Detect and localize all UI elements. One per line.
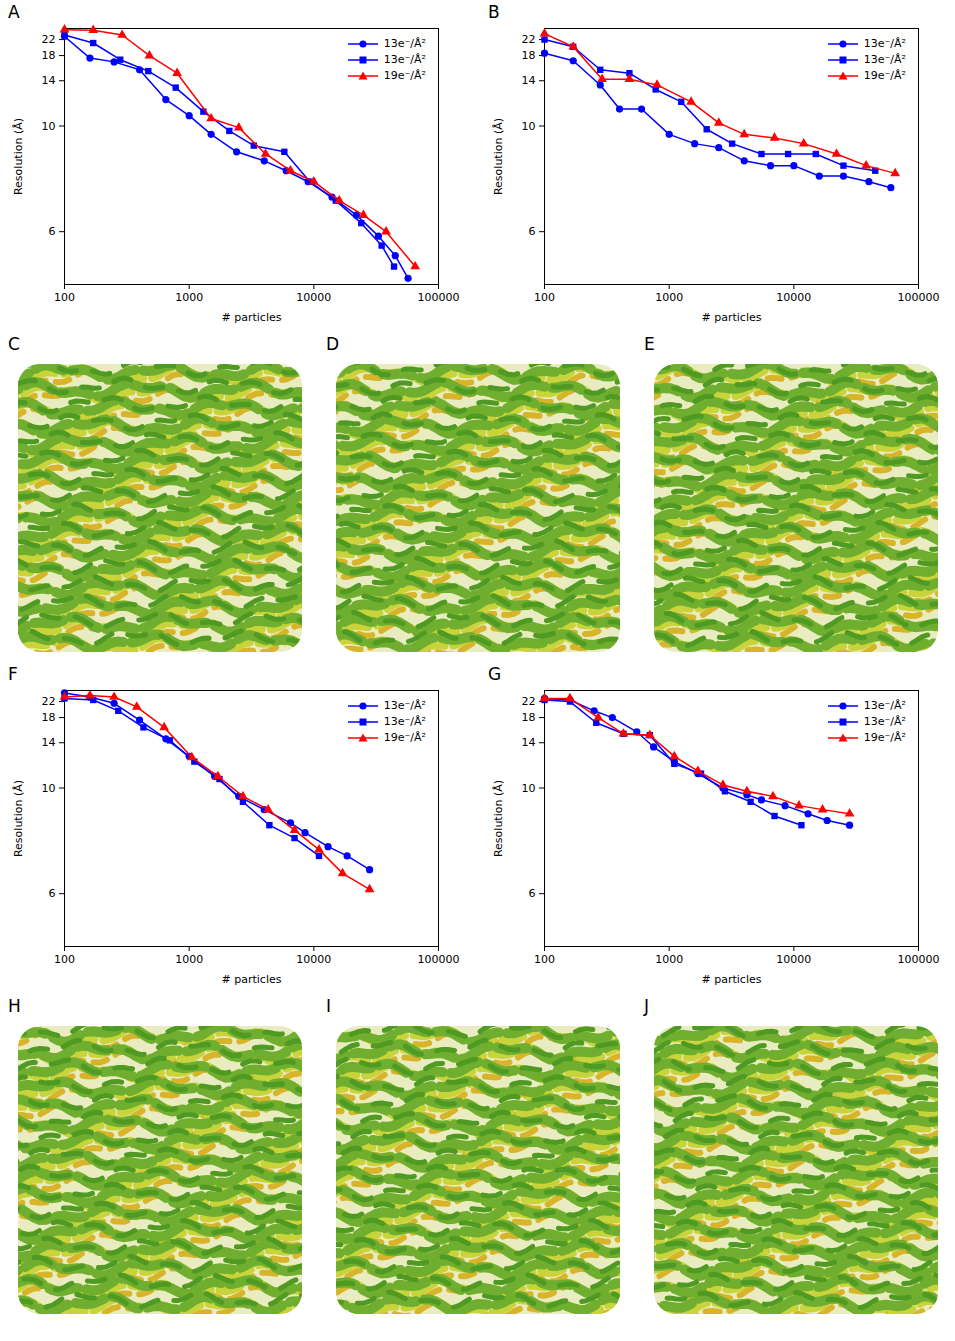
svg-text:100: 100 — [54, 291, 75, 304]
svg-text:14: 14 — [522, 736, 536, 749]
svg-text:22: 22 — [522, 33, 536, 46]
svg-text:1000: 1000 — [175, 953, 203, 966]
svg-text:100000: 100000 — [898, 291, 940, 304]
svg-text:Resolution (Å): Resolution (Å) — [12, 780, 25, 857]
html-text:D: D — [326, 334, 340, 354]
html-text:E: E — [644, 334, 655, 354]
svg-text:10: 10 — [42, 782, 56, 795]
html-text:13e⁻/Å²: 13e⁻/Å² — [863, 37, 906, 50]
svg-text:10000: 10000 — [296, 291, 331, 304]
html-text:A: A — [8, 2, 20, 22]
svg-text:18: 18 — [522, 49, 536, 62]
svg-text:# particles: # particles — [222, 311, 282, 324]
svg-text:18: 18 — [522, 711, 536, 724]
svg-text:100: 100 — [534, 953, 555, 966]
svg-text:10000: 10000 — [776, 291, 811, 304]
svg-text:# particles: # particles — [702, 973, 762, 986]
svg-text:14: 14 — [42, 736, 56, 749]
html-text:J: J — [644, 996, 649, 1016]
html-text:13e⁻/Å²: 13e⁻/Å² — [863, 53, 906, 66]
svg-text:# particles: # particles — [702, 311, 762, 324]
html-text:H: H — [8, 996, 21, 1016]
html-text:19e⁻/Å²: 19e⁻/Å² — [383, 69, 426, 82]
svg-text:10: 10 — [522, 782, 536, 795]
html-text:B: B — [488, 2, 500, 22]
html-text:13e⁻/Å²: 13e⁻/Å² — [863, 699, 906, 712]
svg-text:22: 22 — [522, 695, 536, 708]
html-text:19e⁻/Å²: 19e⁻/Å² — [383, 731, 426, 744]
html-text:13e⁻/Å²: 13e⁻/Å² — [383, 53, 426, 66]
svg-text:1000: 1000 — [175, 291, 203, 304]
svg-text:# particles: # particles — [222, 973, 282, 986]
html-text:13e⁻/Å²: 13e⁻/Å² — [863, 715, 906, 728]
svg-text:6: 6 — [49, 225, 56, 238]
svg-text:100000: 100000 — [418, 953, 460, 966]
svg-text:100000: 100000 — [418, 291, 460, 304]
html-text:13e⁻/Å²: 13e⁻/Å² — [383, 699, 426, 712]
svg-text:6: 6 — [529, 887, 536, 900]
svg-text:Resolution (Å): Resolution (Å) — [12, 118, 25, 195]
html-text:C: C — [8, 334, 20, 354]
html-text:G: G — [488, 664, 502, 684]
svg-text:10000: 10000 — [296, 953, 331, 966]
svg-text:1000: 1000 — [655, 953, 683, 966]
svg-text:Resolution (Å): Resolution (Å) — [492, 780, 505, 857]
svg-text:10: 10 — [522, 120, 536, 133]
html-text:13e⁻/Å²: 13e⁻/Å² — [383, 37, 426, 50]
svg-text:1000: 1000 — [655, 291, 683, 304]
html-text:F: F — [8, 664, 18, 684]
svg-text:10: 10 — [42, 120, 56, 133]
svg-text:6: 6 — [529, 225, 536, 238]
svg-text:18: 18 — [42, 711, 56, 724]
svg-text:6: 6 — [49, 887, 56, 900]
svg-text:10000: 10000 — [776, 953, 811, 966]
html-text:13e⁻/Å²: 13e⁻/Å² — [383, 715, 426, 728]
svg-text:22: 22 — [42, 33, 56, 46]
svg-text:22: 22 — [42, 695, 56, 708]
html-text:I: I — [326, 996, 331, 1016]
svg-text:Resolution (Å): Resolution (Å) — [492, 118, 505, 195]
svg-text:14: 14 — [522, 74, 536, 87]
html-text:19e⁻/Å²: 19e⁻/Å² — [863, 69, 906, 82]
svg-text:100000: 100000 — [898, 953, 940, 966]
svg-text:100: 100 — [54, 953, 75, 966]
svg-text:18: 18 — [42, 49, 56, 62]
html-text:19e⁻/Å²: 19e⁻/Å² — [863, 731, 906, 744]
svg-text:100: 100 — [534, 291, 555, 304]
svg-text:14: 14 — [42, 74, 56, 87]
